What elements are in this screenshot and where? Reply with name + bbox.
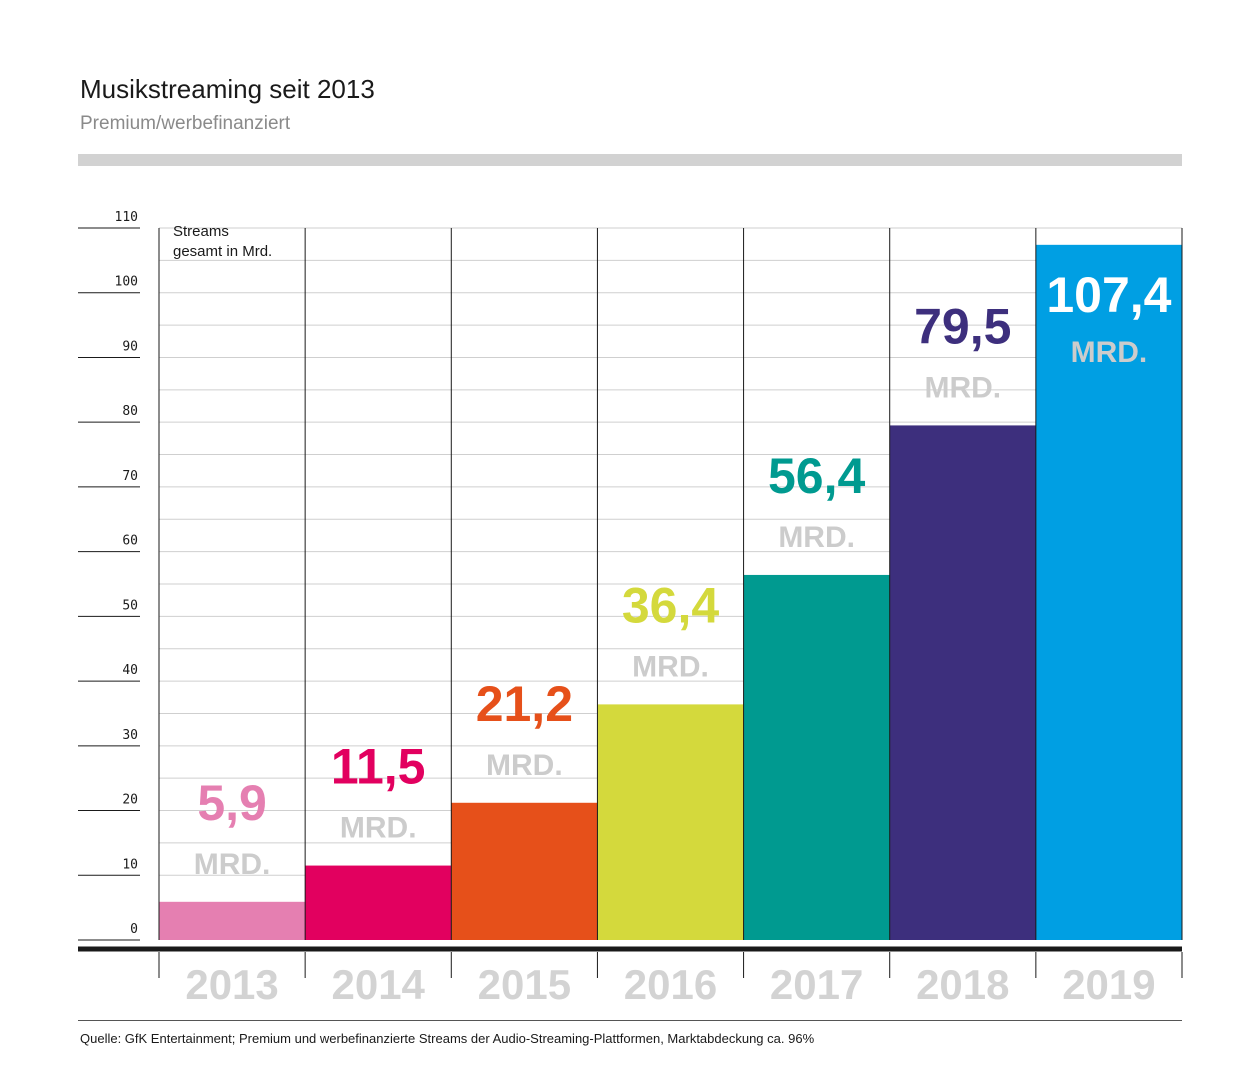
value-label-2015: 21,2 [476,676,573,732]
bar-2016 [597,704,744,940]
bar-2017 [743,574,890,940]
y-tick-label: 40 [122,663,138,678]
y-tick-label: 60 [122,534,138,549]
column-dividers [158,228,1183,940]
bar-2015 [451,802,598,940]
y-tick-label: 100 [115,275,138,290]
x-tick-label-2017: 2017 [770,961,863,1008]
y-tick-label: 30 [122,728,138,743]
y-tick-label: 70 [122,469,138,484]
unit-label-2015: MRD. [486,749,563,782]
y-tick-label: 0 [130,922,138,937]
y-tick-label: 110 [115,210,138,225]
y-tick-label: 90 [122,339,138,354]
value-labels: 5,9 MRD. 11,5 MRD. 21,2 MRD. 36,4 MRD. 56,4 MRD. 7… [194,267,1172,881]
bar-2018 [889,425,1036,940]
chart-title: Musikstreaming seit 2013 [80,74,375,104]
x-tick-label-2018: 2018 [916,961,1009,1008]
value-label-2017: 56,4 [768,448,866,504]
unit-label-2017: MRD. [778,521,855,554]
x-tick-label-2019: 2019 [1062,961,1155,1008]
y-tick-label: 50 [122,598,138,613]
y-tick-label: 10 [122,857,138,872]
bar-2014 [305,865,452,940]
bar-2019 [1035,244,1182,940]
unit-label-2013: MRD. [194,848,271,881]
footer-rule [78,1020,1182,1021]
value-label-2014: 11,5 [331,739,426,795]
bars [159,244,1182,940]
unit-label-2018: MRD. [924,371,1001,404]
x-tick-label-2015: 2015 [478,961,571,1008]
x-tick-label-2014: 2014 [331,961,425,1008]
source-note: Quelle: GfK Entertainment; Premium und w… [80,1031,815,1046]
bar-2013 [159,901,306,940]
unit-label-2016: MRD. [632,650,709,683]
ylabel-line2: gesamt in Mrd. [173,243,272,260]
unit-label-2019: MRD. [1071,336,1148,369]
x-axis: 2013 2014 2015 2016 2017 2018 2019 [158,952,1183,1008]
x-tick-label-2013: 2013 [185,961,278,1008]
header-rule [78,154,1182,166]
y-tick-label: 80 [122,404,138,419]
y-tick-label: 20 [122,793,138,808]
unit-label-2014: MRD. [340,812,417,845]
value-label-2016: 36,4 [622,577,720,633]
value-label-2013: 5,9 [197,775,267,831]
value-label-2019: 107,4 [1046,267,1171,323]
y-axis: 0 10 20 30 40 50 60 70 80 90 100 110 [78,210,1182,952]
chart-subtitle: Premium/werbefinanziert [80,113,291,134]
ylabel-line1: Streams [173,223,229,240]
x-tick-label-2016: 2016 [624,961,717,1008]
value-label-2018: 79,5 [914,298,1011,354]
